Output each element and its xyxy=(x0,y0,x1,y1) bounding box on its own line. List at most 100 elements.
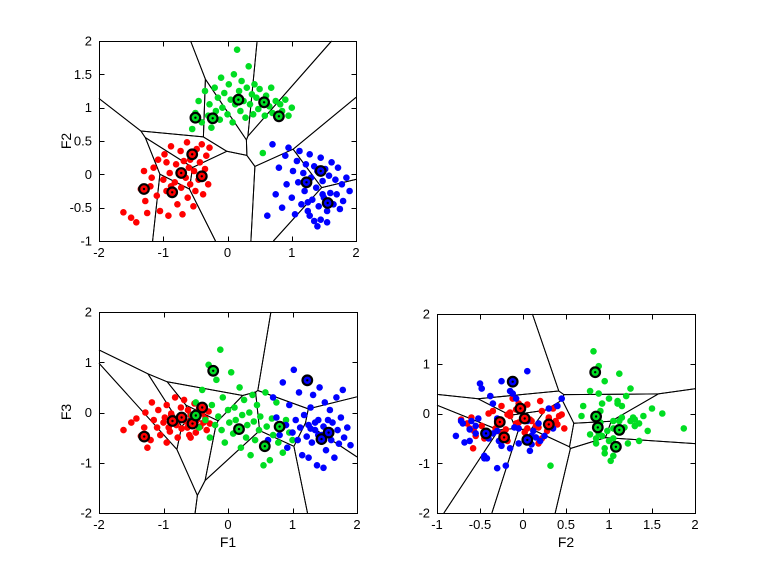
prototype-center-dot xyxy=(502,436,506,439)
plot-f2f3-xlabel: F2 xyxy=(557,534,575,550)
data-point xyxy=(233,46,241,53)
data-point xyxy=(150,416,158,424)
data-point xyxy=(206,434,214,441)
data-point xyxy=(545,405,553,412)
data-point xyxy=(554,402,561,410)
data-point xyxy=(165,212,172,219)
x-tick-label: -1 xyxy=(158,245,170,260)
data-point xyxy=(148,174,155,181)
y-tick-label: -1 xyxy=(80,455,92,470)
data-point xyxy=(208,124,215,131)
data-point xyxy=(206,144,213,151)
data-point xyxy=(598,400,606,407)
data-point xyxy=(515,425,522,432)
data-point xyxy=(276,431,283,439)
data-point xyxy=(468,417,475,425)
data-point xyxy=(244,421,251,429)
data-point xyxy=(324,416,332,424)
x-tick-label: 1 xyxy=(288,245,295,260)
data-point xyxy=(204,181,212,188)
y-tick-label: -0.5 xyxy=(70,200,92,215)
data-point xyxy=(236,384,243,391)
data-point xyxy=(541,432,548,440)
data-point xyxy=(262,389,269,396)
data-point xyxy=(286,401,293,409)
y-tick-label: -1 xyxy=(80,234,92,249)
data-point xyxy=(163,159,170,166)
data-point xyxy=(333,394,340,401)
data-point xyxy=(285,112,292,119)
data-point xyxy=(498,377,505,385)
data-point xyxy=(157,431,164,439)
data-point xyxy=(319,177,326,185)
data-point xyxy=(294,436,302,444)
data-point xyxy=(256,85,263,93)
data-point xyxy=(322,446,330,454)
data-point xyxy=(192,429,200,436)
prototype-center-dot xyxy=(320,437,323,441)
prototype-center-dot xyxy=(511,380,514,383)
data-point xyxy=(487,392,494,400)
x-tick-label: 1 xyxy=(605,517,612,532)
data-point xyxy=(269,141,276,148)
data-point xyxy=(120,209,127,216)
data-point xyxy=(278,204,286,211)
prototype-center-dot xyxy=(594,371,597,374)
data-point xyxy=(231,404,238,411)
data-point xyxy=(308,439,316,446)
data-point xyxy=(601,445,608,452)
data-point xyxy=(253,94,260,101)
data-point xyxy=(211,421,219,429)
y-tick-label: 1 xyxy=(85,100,92,115)
data-point xyxy=(227,96,234,103)
data-point xyxy=(166,428,174,435)
data-point xyxy=(317,154,325,161)
data-point xyxy=(452,432,460,440)
data-point xyxy=(254,105,262,113)
data-point xyxy=(251,81,258,88)
voronoi-boundaries xyxy=(98,40,357,242)
data-point xyxy=(266,456,274,464)
prototype-center-dot xyxy=(618,428,621,432)
data-point xyxy=(610,417,617,425)
data-point xyxy=(215,413,222,420)
data-point xyxy=(310,217,318,225)
data-point xyxy=(607,457,614,465)
data-point xyxy=(225,81,233,88)
data-point xyxy=(296,424,304,431)
data-point xyxy=(289,436,296,444)
data-point xyxy=(148,399,156,406)
prototype-center-dot xyxy=(519,407,522,410)
data-point xyxy=(336,205,344,213)
prototype-center-dot xyxy=(278,425,281,428)
x-tick-label: -1 xyxy=(431,517,443,532)
x-tick-label: 2 xyxy=(691,517,698,532)
data-point xyxy=(328,159,335,166)
green-cluster-prototypes xyxy=(189,93,285,125)
x-tick-label: -1 xyxy=(158,517,170,532)
axes xyxy=(99,312,358,514)
data-point xyxy=(506,445,514,452)
data-point xyxy=(605,395,613,402)
data-point xyxy=(610,452,617,460)
data-point xyxy=(219,104,226,111)
data-point xyxy=(561,425,568,432)
data-point xyxy=(133,415,140,422)
data-point xyxy=(163,401,170,409)
data-point xyxy=(179,211,186,218)
data-point xyxy=(535,420,542,427)
data-point xyxy=(644,427,651,435)
data-point xyxy=(269,431,277,439)
data-point xyxy=(288,194,296,201)
data-point xyxy=(206,101,213,108)
data-point xyxy=(180,396,188,404)
prototype-center-dot xyxy=(237,427,241,431)
prototype-center-dot xyxy=(306,379,309,382)
data-point xyxy=(213,376,220,384)
data-point xyxy=(238,77,245,85)
prototype-center-dot xyxy=(211,117,214,120)
data-point xyxy=(246,409,253,416)
data-point xyxy=(321,399,329,406)
data-point xyxy=(313,462,321,469)
